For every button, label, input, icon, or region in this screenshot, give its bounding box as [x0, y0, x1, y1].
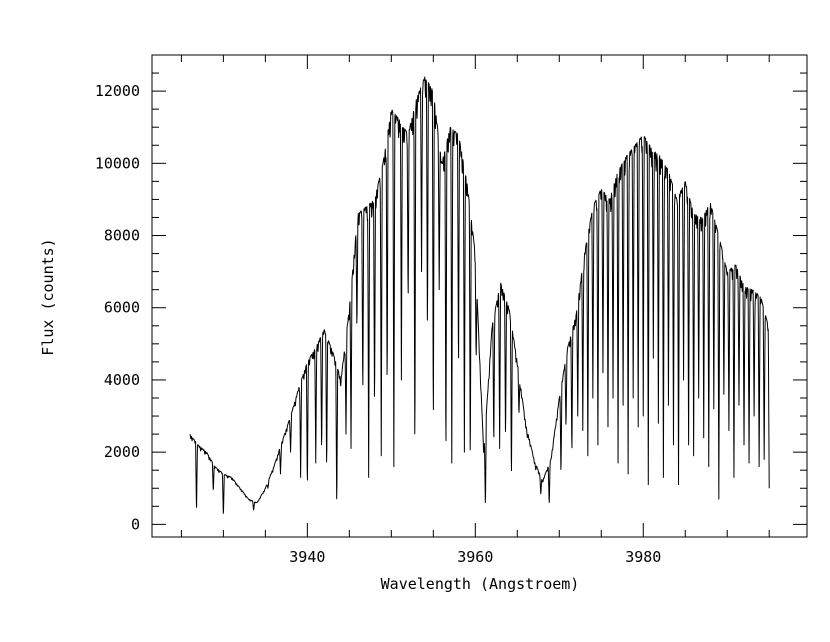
y-tick-label: 2000	[104, 443, 140, 461]
y-axis-title: Flux (counts)	[39, 238, 57, 355]
x-tick-label: 3940	[289, 548, 325, 566]
tick-labels: 3940 3960 3980 0 2000 4000 6000 8000 10000 12000	[95, 82, 661, 566]
y-tick-label: 0	[131, 515, 140, 533]
y-tick-label: 6000	[104, 299, 140, 317]
y-tick-label: 8000	[104, 227, 140, 245]
x-tick-label: 3960	[457, 548, 493, 566]
flux-spectrum-line	[189, 76, 770, 514]
x-axis-title: Wavelength (Angstroem)	[381, 575, 580, 593]
y-tick-label: 10000	[95, 154, 140, 172]
x-tick-label: 3980	[625, 548, 661, 566]
y-tick-label: 12000	[95, 82, 140, 100]
plot-frame	[151, 54, 808, 538]
axis-ticks	[152, 55, 807, 537]
y-tick-label: 4000	[104, 371, 140, 389]
